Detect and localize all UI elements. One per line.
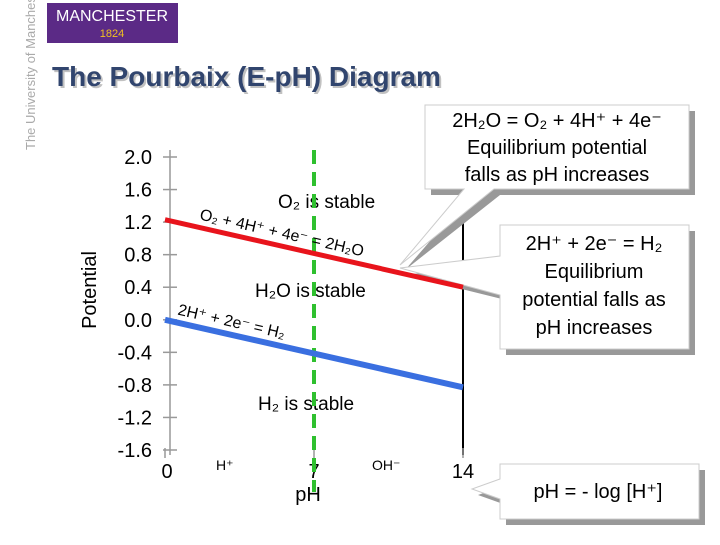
logo: MANCHESTER: [56, 8, 168, 25]
x-tick-label: 0: [161, 461, 172, 483]
callout-2: [399, 224, 695, 355]
university: The University of Manchester: [23, 0, 38, 150]
acid-label: H⁺: [216, 457, 234, 473]
callout-text: 2H⁺ + 2e⁻ = H₂: [526, 233, 663, 255]
series-line: [164, 316, 464, 391]
o2-stable: O₂ is stable: [278, 192, 375, 213]
h2-stable: H₂ is stable: [258, 394, 354, 415]
y-tick-label: -1.2: [118, 407, 152, 429]
y-tick-label: -0.8: [118, 375, 152, 397]
callout-text: potential falls as: [522, 289, 665, 311]
y-tick-label: -1.6: [118, 440, 152, 462]
x-axis-label: pH: [295, 484, 321, 506]
title: The Pourbaix (E-pH) Diagram: [52, 61, 441, 92]
y-tick-label: 0.4: [124, 277, 152, 299]
y-tick-label: 2.0: [124, 147, 152, 169]
callout-text: pH increases: [536, 317, 653, 339]
y-tick-label: 1.2: [124, 212, 152, 234]
x-tick-label: 14: [452, 461, 474, 483]
y-tick-label: -0.4: [118, 342, 152, 364]
callout-text: Equilibrium: [545, 261, 644, 283]
callout-text: 2H₂O = O₂ + 4H⁺ + 4e⁻: [452, 110, 662, 132]
callout-1: [399, 104, 695, 270]
y-tick-label: 0.0: [124, 310, 152, 332]
series-line: [164, 217, 464, 290]
callout-text: pH = - log [H⁺]: [534, 481, 663, 503]
h2o-stable: H₂O is stable: [255, 281, 366, 302]
title-shadow: The Pourbaix (E-pH) Diagram: [54, 63, 443, 94]
callout-text: falls as pH increases: [465, 164, 650, 186]
base-label: OH⁻: [372, 457, 400, 473]
y-tick-label: 0.8: [124, 245, 152, 267]
callout-3: [470, 463, 705, 525]
y-tick-label: 1.6: [124, 180, 152, 202]
logo-box: [47, 3, 178, 43]
logo-year: 1824: [100, 28, 124, 40]
callout-text: Equilibrium potential: [467, 137, 647, 159]
y-axis-label: Potential: [79, 251, 101, 329]
